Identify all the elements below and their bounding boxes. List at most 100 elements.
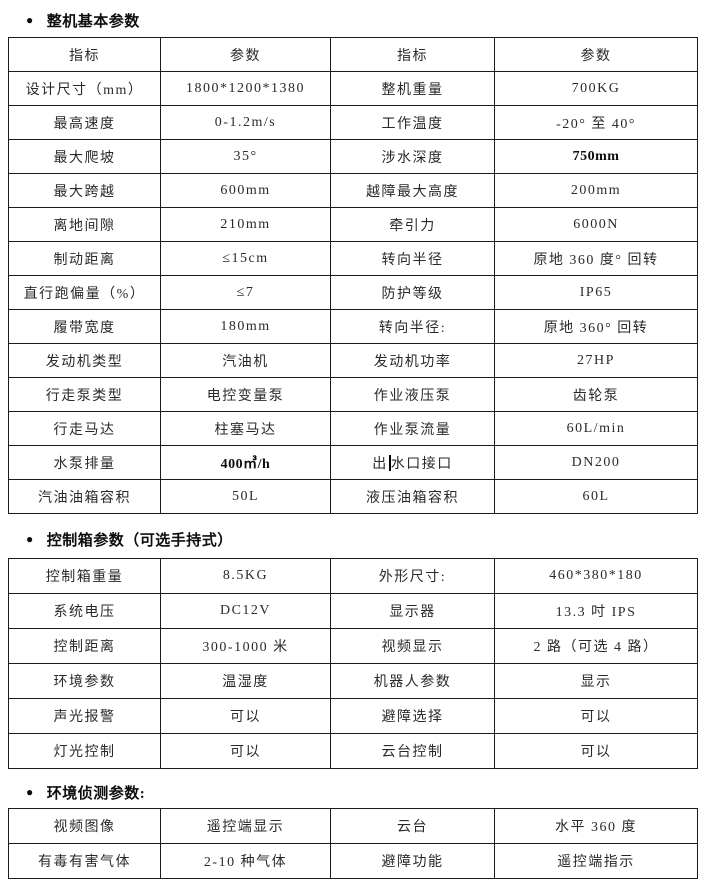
table-row: 系统电压 DC12V 显示器 13.3 吋 IPS [8, 593, 698, 629]
table-cell: IP65 [494, 275, 698, 310]
bullet-icon: ● [26, 785, 34, 799]
table-cell: 0-1.2m/s [160, 105, 331, 140]
table-row: 设计尺寸（mm） 1800*1200*1380 整机重量 700KG [8, 71, 698, 106]
table-cell: 6000N [494, 207, 698, 242]
table-cell: 最高速度 [8, 105, 161, 140]
table-cell: 最大爬坡 [8, 139, 161, 174]
table-cell: 工作温度 [330, 105, 495, 140]
table-cell: 涉水深度 [330, 139, 495, 174]
section-title: 环境侦测参数: [46, 785, 146, 802]
table-cell: 环境参数 [8, 663, 161, 699]
table-cell: 控制距离 [8, 628, 161, 664]
table-cell: 整机重量 [330, 71, 495, 106]
table-row: 灯光控制 可以 云台控制 可以 [8, 733, 698, 769]
table-cell: 温湿度 [160, 663, 331, 699]
table-row: 制动距离 ≤15cm 转向半径 原地 360 度° 回转 [8, 241, 698, 276]
table-cell: 2-10 种气体 [160, 843, 331, 879]
table-cell: 作业泵流量 [330, 411, 495, 446]
section-heading: ● 整机基本参数 [26, 10, 709, 30]
table-cell: 汽油油箱容积 [8, 479, 161, 514]
table-cell: ≤7 [160, 275, 331, 310]
table-cell: 行走马达 [8, 411, 161, 446]
section-title: 整机基本参数 [46, 13, 140, 30]
table-cell: DC12V [160, 593, 331, 629]
environment-detection-params-table: 视频图像 遥控端显示 云台 水平 360 度有毒有害气体 2-10 种气体 避障功能 遥控端… [8, 808, 698, 879]
table-cell: 50L [160, 479, 331, 514]
table-cell: 180mm [160, 309, 331, 344]
control-box-params-table: 控制箱重量 8.5KG 外形尺寸: 460*380*180 系统电压 DC12V 显示器 13… [8, 558, 698, 769]
table-cell: 设计尺寸（mm） [8, 71, 161, 106]
table-cell: 转向半径 [330, 241, 495, 276]
table-cell: 液压油箱容积 [330, 479, 495, 514]
bullet-icon: ● [26, 532, 34, 546]
table-row: 水泵排量 400㎥/h 出水口接口 DN200 [8, 445, 698, 480]
section-heading: ● 控制箱参数（可选手持式） [26, 529, 709, 549]
table-cell: 视频显示 [330, 628, 495, 664]
table-cell: 发动机类型 [8, 343, 161, 378]
table-cell: 400㎥/h [160, 445, 331, 480]
table-cell: 原地 360 度° 回转 [494, 241, 698, 276]
table-cell: 有毒有害气体 [8, 843, 161, 879]
table-header-cell: 指标 [8, 37, 161, 72]
table-cell: 200mm [494, 173, 698, 208]
table-cell: 防护等级 [330, 275, 495, 310]
table-cell: 控制箱重量 [8, 558, 161, 594]
table-cell: 显示器 [330, 593, 495, 629]
table-header-cell: 参数 [494, 37, 698, 72]
machine-basic-params-table: 指标 参数 指标 参数 设计尺寸（mm） 1800*1200*1380 整机重量 700KG 最… [8, 37, 698, 514]
table-cell: 云台 [330, 808, 495, 844]
table-cell: 可以 [160, 733, 331, 769]
table-cell: 离地间隙 [8, 207, 161, 242]
table-row: 控制箱重量 8.5KG 外形尺寸: 460*380*180 [8, 558, 698, 594]
table-row: 直行跑偏量（%） ≤7 防护等级 IP65 [8, 275, 698, 310]
table-cell: 460*380*180 [494, 558, 698, 594]
table-cell: 越障最大高度 [330, 173, 495, 208]
table-cell: 700KG [494, 71, 698, 106]
section-environment-detection-params: ● 环境侦测参数: 视频图像 遥控端显示 云台 水平 360 度有毒有害气体 2-10 … [0, 782, 709, 879]
table-cell: DN200 [494, 445, 698, 480]
table-row: 履带宽度 180mm 转向半径: 原地 360° 回转 [8, 309, 698, 344]
table-header-cell: 指标 [330, 37, 495, 72]
table-cell: 2 路（可选 4 路） [494, 628, 698, 664]
table-cell: 750mm [494, 139, 698, 174]
table-row: 控制距离 300-1000 米视频显示 2 路（可选 4 路） [8, 628, 698, 664]
table-cell: 牵引力 [330, 207, 495, 242]
table-cell: 原地 360° 回转 [494, 309, 698, 344]
table-cell: 35° [160, 139, 331, 174]
table-cell: 直行跑偏量（%） [8, 275, 161, 310]
table-cell: -20° 至 40° [494, 105, 698, 140]
section-heading: ● 环境侦测参数: [26, 782, 709, 802]
table-cell: 显示 [494, 663, 698, 699]
table-cell: 转向半径: [330, 309, 495, 344]
table-header-cell: 参数 [160, 37, 331, 72]
table-cell: 避障功能 [330, 843, 495, 879]
table-cell: 灯光控制 [8, 733, 161, 769]
table-cell: 1800*1200*1380 [160, 71, 331, 106]
table-cell: 300-1000 米 [160, 628, 331, 664]
table-cell: 210mm [160, 207, 331, 242]
table-cell: 行走泵类型 [8, 377, 161, 412]
table-cell: 最大跨越 [8, 173, 161, 208]
table-cell: 外形尺寸: [330, 558, 495, 594]
table-row: 最大爬坡 35° 涉水深度 750mm [8, 139, 698, 174]
table-cell: 汽油机 [160, 343, 331, 378]
table-cell: 60L [494, 479, 698, 514]
table-cell: 出水口接口 [330, 445, 495, 480]
table-row: 离地间隙 210mm 牵引力 6000N [8, 207, 698, 242]
table-cell: 视频图像 [8, 808, 161, 844]
table-row: 环境参数 温湿度 机器人参数 显示 [8, 663, 698, 699]
table-cell: 履带宽度 [8, 309, 161, 344]
section-control-box-params: ● 控制箱参数（可选手持式） 控制箱重量 8.5KG 外形尺寸: 460*380*18… [0, 529, 709, 769]
table-cell: 可以 [160, 698, 331, 734]
table-cell: 云台控制 [330, 733, 495, 769]
table-cell: 13.3 吋 IPS [494, 593, 698, 629]
table-row: 发动机类型 汽油机 发动机功率 27HP [8, 343, 698, 378]
table-row: 行走泵类型 电控变量泵 作业液压泵 齿轮泵 [8, 377, 698, 412]
table-cell: 机器人参数 [330, 663, 495, 699]
table-cell: 可以 [494, 698, 698, 734]
table-cell: 作业液压泵 [330, 377, 495, 412]
table-row: 行走马达 柱塞马达 作业泵流量 60L/min [8, 411, 698, 446]
table-cell: 柱塞马达 [160, 411, 331, 446]
table-row: 汽油油箱容积 50L 液压油箱容积 60L [8, 479, 698, 514]
